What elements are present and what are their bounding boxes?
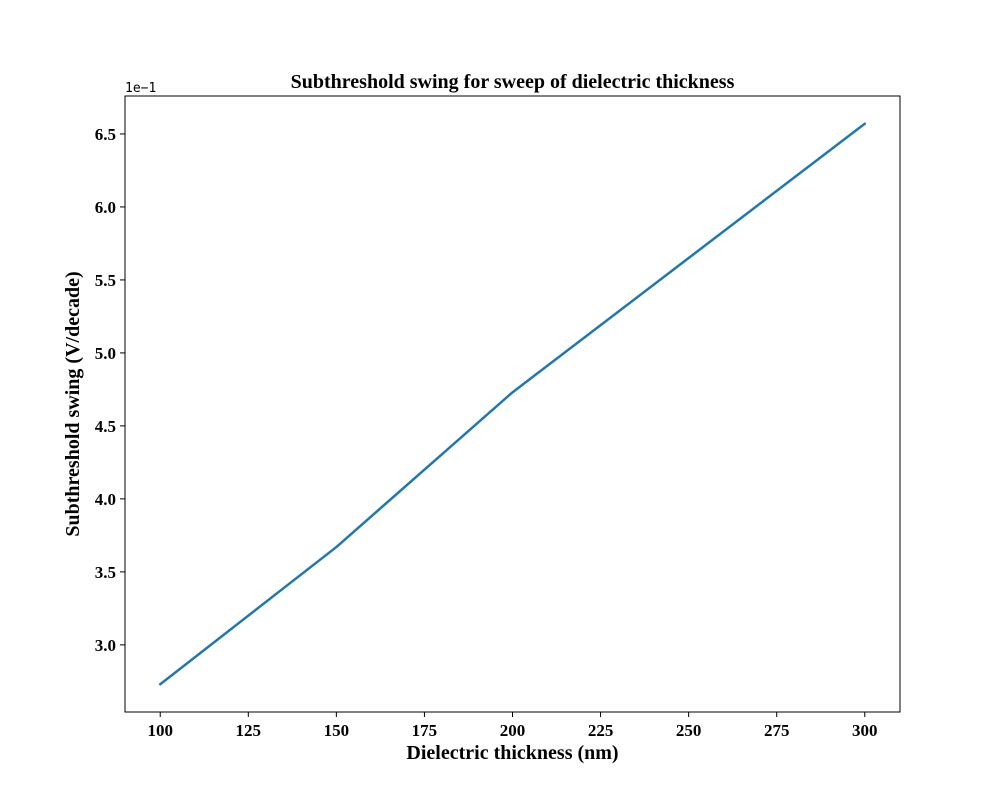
y-tick-label: 6.0: [95, 198, 116, 217]
x-tick-label: 200: [500, 721, 526, 740]
x-tick-label: 225: [588, 721, 614, 740]
chart-title: Subthreshold swing for sweep of dielectr…: [291, 71, 735, 93]
x-tick-label: 250: [676, 721, 702, 740]
y-axis-label: Subthreshold swing (V/decade): [62, 271, 84, 536]
x-tick-label: 150: [324, 721, 350, 740]
series-line: [158, 122, 867, 686]
x-tick-label: 300: [852, 721, 878, 740]
x-axis-label: Dielectric thickness (nm): [406, 742, 618, 764]
y-tick-label: 3.5: [95, 563, 116, 582]
y-tick-label: 5.5: [95, 271, 116, 290]
x-axis: 100 125 150 175 200 225 250 275 300: [147, 712, 878, 740]
x-tick-label: 175: [412, 721, 438, 740]
series-group: [158, 122, 867, 686]
x-tick-label: 100: [147, 721, 173, 740]
y-tick-label: 4.5: [95, 417, 116, 436]
y-tick-label: 6.5: [95, 125, 116, 144]
y-tick-label: 4.0: [95, 490, 116, 509]
y-offset-label: 1e−1: [125, 81, 156, 96]
x-tick-label: 275: [764, 721, 790, 740]
y-tick-label: 5.0: [95, 344, 116, 363]
y-tick-label: 3.0: [95, 636, 116, 655]
x-tick-label: 125: [236, 721, 262, 740]
y-axis: 3.0 3.5 4.0 4.5 5.0 5.5 6.0 6.5: [95, 125, 125, 655]
